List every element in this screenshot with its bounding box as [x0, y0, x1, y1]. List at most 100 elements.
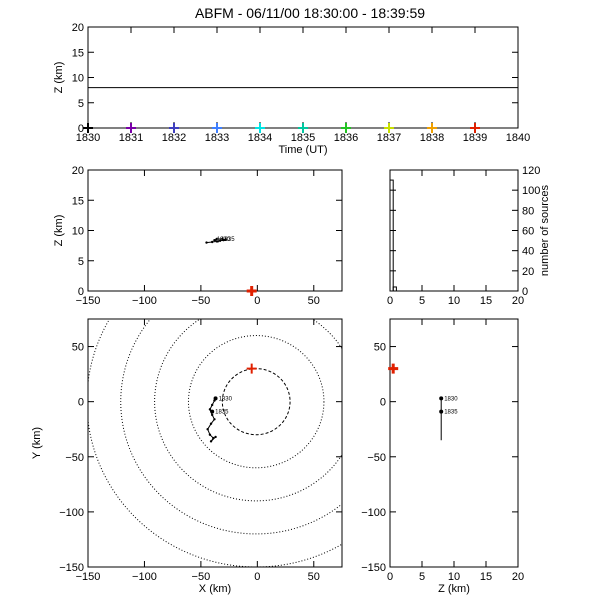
- plan-source: [214, 435, 217, 439]
- plan-time-label: 1830: [219, 396, 233, 402]
- panel-z-y: 0 5 10 15 20 −150 −100 −50 0 50 1830 1835 Z (km): [361, 318, 524, 595]
- histogram-bar: [389, 179, 394, 292]
- z-y-xtick-label: 5: [419, 571, 425, 583]
- time-height-xtick-label: 1837: [377, 132, 401, 144]
- z-y-xtick-label: 20: [512, 571, 524, 583]
- z-y-xtick-label: 15: [480, 571, 492, 583]
- z-y-frame: [389, 318, 519, 568]
- time-axis-label: Time (UT): [278, 144, 327, 156]
- x-z-source: [215, 237, 218, 241]
- histogram-frame: [389, 169, 519, 292]
- range-ring: [154, 319, 342, 502]
- plan-source: [209, 422, 213, 425]
- plan-view-ytick-label: 0: [78, 397, 84, 409]
- plan-view-ytick-label: −50: [65, 452, 84, 464]
- plan-source: [213, 418, 216, 421]
- x-z-xtick-label: 0: [254, 295, 260, 307]
- time-height-xtick-label: 1833: [205, 132, 229, 144]
- x-z-source: [218, 239, 222, 242]
- x-z-z-axis-label: Z (km): [53, 215, 65, 247]
- time-height-xtick-label: 1830: [76, 132, 100, 144]
- plan-view-frame: [87, 318, 343, 568]
- z-y-time-label: 1830: [444, 396, 458, 402]
- z-y-label-dot: [439, 396, 444, 401]
- plan-source: [209, 440, 213, 443]
- panel-plan-view: −150 −100 −50 0 50 −150 −100 −50 0 50 1830 1835 X (k…: [31, 318, 343, 595]
- z-y-z-axis-label: Z (km): [438, 583, 470, 595]
- plan-source: [206, 428, 209, 431]
- plan-label-dot: [210, 409, 215, 414]
- x-z-source: [210, 240, 214, 244]
- x-z-ytick-label: 5: [78, 256, 84, 268]
- z-y-xtick-label: 0: [387, 571, 393, 583]
- z-y-ytick-label: −100: [361, 507, 386, 519]
- plan-source: [210, 413, 214, 417]
- x-z-xtick-label: 50: [308, 295, 320, 307]
- x-z-source: [216, 240, 220, 243]
- z-y-ytick-label: −150: [361, 562, 386, 574]
- x-z-source: [205, 241, 208, 244]
- time-height-xtick-label: 1836: [334, 132, 358, 144]
- histogram-xtick-label: 15: [480, 295, 492, 307]
- time-height-ytick-label: 15: [72, 47, 84, 59]
- histogram-xtick-label: 0: [387, 295, 393, 307]
- z-y-ytick-label: 50: [374, 342, 386, 354]
- x-z-ytick-label: 10: [72, 226, 84, 238]
- histogram-xtick-label: 20: [512, 295, 524, 307]
- time-height-ytick-label: 10: [72, 73, 84, 85]
- panel-time-height: 1830 1831 1832 1833 1834 1835 1836 1837 1838 1839…: [53, 22, 530, 156]
- plan-time-label: 1835: [215, 410, 229, 416]
- histogram-ytick-label: 40: [522, 246, 534, 258]
- histogram-xtick-label: 5: [419, 295, 425, 307]
- x-z-source: [221, 237, 224, 241]
- x-z-xtick-label: −50: [192, 295, 211, 307]
- time-height-xtick-label: 1831: [119, 132, 143, 144]
- plan-view-xtick-label: −100: [132, 571, 157, 583]
- plan-view-ytick-label: 50: [72, 342, 84, 354]
- time-height-xtick-label: 1832: [162, 132, 186, 144]
- plan-view-xtick-label: −50: [192, 571, 211, 583]
- time-height-ytick-label: 0: [78, 123, 84, 135]
- time-height-xtick-label: 1834: [248, 132, 272, 144]
- time-height-xtick-label: 1839: [463, 132, 487, 144]
- x-z-source: [224, 238, 227, 241]
- time-height-z-axis-label: Z (km): [53, 62, 65, 94]
- z-y-time-label: 1835: [444, 410, 458, 416]
- plan-source: [208, 433, 212, 436]
- range-ring: [120, 319, 342, 535]
- plan-y-axis-label: Y (km): [31, 427, 43, 459]
- range-ring: [187, 335, 325, 469]
- z-y-ytick-label: −50: [367, 452, 386, 464]
- plan-view-xtick-label: −150: [76, 571, 101, 583]
- range-ring: [221, 368, 291, 436]
- plan-view-xtick-label: 0: [254, 571, 260, 583]
- histogram-ytick-label: 100: [522, 185, 540, 197]
- x-z-ytick-label: 0: [78, 286, 84, 298]
- time-height-frame: [87, 26, 519, 129]
- histogram-ytick-label: 60: [522, 226, 534, 238]
- time-height-ytick-label: 5: [78, 98, 84, 110]
- x-z-time-label: 1830: [217, 237, 231, 243]
- x-z-xtick-label: −100: [132, 295, 157, 307]
- x-z-time-label: 1835: [221, 237, 235, 243]
- x-z-ytick-label: 15: [72, 195, 84, 207]
- histogram-ytick-label: 80: [522, 205, 534, 217]
- x-z-frame: [87, 169, 343, 292]
- x-z-ytick-label: 20: [72, 165, 84, 177]
- histogram-ytick-label: 0: [522, 286, 528, 298]
- time-height-xtick-label: 1838: [420, 132, 444, 144]
- plan-view-ytick-label: −100: [59, 507, 84, 519]
- time-height-xtick-label: 1835: [291, 132, 315, 144]
- plan-label-dot: [213, 396, 218, 401]
- time-height-ytick-label: 20: [72, 22, 84, 34]
- x-z-source: [213, 238, 216, 242]
- histogram-xtick-label: 10: [448, 295, 460, 307]
- plan-x-axis-label: X (km): [199, 583, 231, 595]
- histogram-count-axis-label: number of sources: [539, 184, 551, 276]
- plan-source: [212, 436, 215, 440]
- plan-source: [210, 403, 214, 407]
- z-y-ytick-label: 0: [380, 397, 386, 409]
